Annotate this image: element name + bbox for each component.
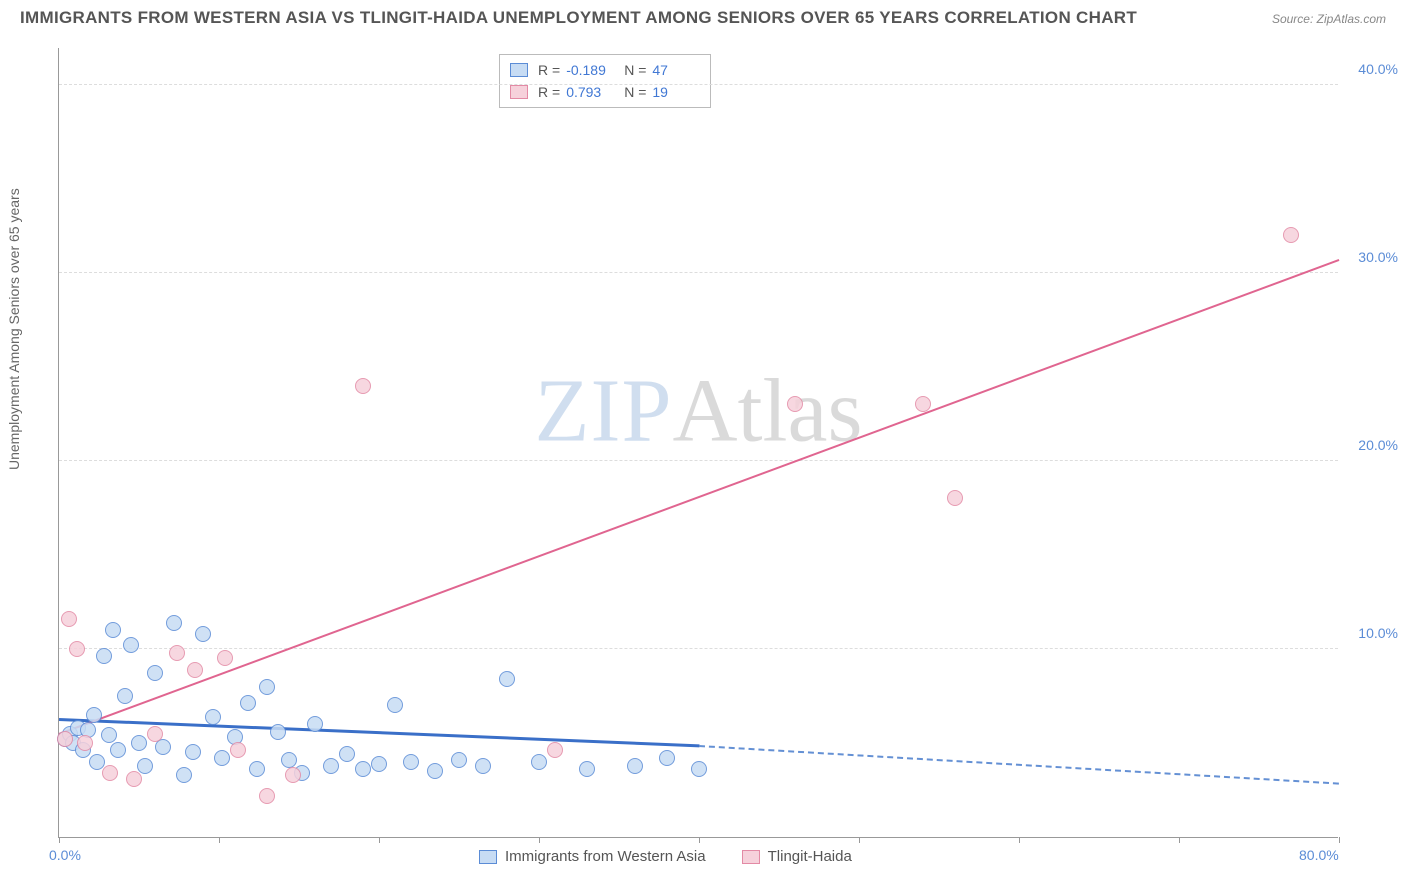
scatter-point-western_asia (270, 724, 286, 740)
scatter-point-western_asia (166, 615, 182, 631)
scatter-point-western_asia (185, 744, 201, 760)
scatter-point-western_asia (355, 761, 371, 777)
watermark-zip: ZIP (535, 361, 673, 460)
scatter-point-tlingit (77, 735, 93, 751)
scatter-point-western_asia (214, 750, 230, 766)
y-tick-label: 10.0% (1358, 625, 1398, 641)
grid-line (59, 84, 1338, 85)
legend-swatch (479, 850, 497, 864)
legend-item: Immigrants from Western Asia (479, 848, 706, 865)
scatter-point-western_asia (240, 695, 256, 711)
scatter-point-western_asia (86, 707, 102, 723)
legend-swatch (510, 85, 528, 99)
scatter-point-tlingit (915, 396, 931, 412)
scatter-point-tlingit (102, 765, 118, 781)
scatter-point-western_asia (427, 763, 443, 779)
trend-line (59, 260, 1340, 736)
stat-r-label: R = (538, 59, 560, 81)
scatter-point-tlingit (285, 767, 301, 783)
scatter-point-tlingit (947, 490, 963, 506)
stat-r-value: -0.189 (566, 59, 614, 81)
y-tick-label: 20.0% (1358, 437, 1398, 453)
scatter-point-tlingit (169, 645, 185, 661)
stat-n-label: N = (624, 59, 646, 81)
scatter-point-western_asia (110, 742, 126, 758)
scatter-point-western_asia (281, 752, 297, 768)
scatter-point-western_asia (627, 758, 643, 774)
y-tick-label: 40.0% (1358, 61, 1398, 77)
scatter-point-western_asia (249, 761, 265, 777)
y-axis-label: Unemployment Among Seniors over 65 years (6, 188, 22, 470)
y-tick-label: 30.0% (1358, 249, 1398, 265)
scatter-point-western_asia (195, 626, 211, 642)
x-tick (1179, 837, 1180, 843)
scatter-point-tlingit (57, 731, 73, 747)
chart-title: IMMIGRANTS FROM WESTERN ASIA VS TLINGIT-… (20, 8, 1137, 28)
legend-label: Tlingit-Haida (768, 848, 852, 865)
scatter-point-tlingit (787, 396, 803, 412)
source-label: Source: ZipAtlas.com (1272, 12, 1386, 26)
scatter-point-western_asia (117, 688, 133, 704)
scatter-point-western_asia (371, 756, 387, 772)
scatter-point-western_asia (176, 767, 192, 783)
x-tick (379, 837, 380, 843)
scatter-point-tlingit (547, 742, 563, 758)
scatter-point-tlingit (230, 742, 246, 758)
scatter-point-western_asia (531, 754, 547, 770)
scatter-point-western_asia (205, 709, 221, 725)
x-tick (539, 837, 540, 843)
scatter-point-western_asia (387, 697, 403, 713)
scatter-point-western_asia (323, 758, 339, 774)
x-tick (59, 837, 60, 843)
legend-top: R = -0.189N = 47R = 0.793N = 19 (499, 54, 711, 108)
x-tick-label: 0.0% (49, 847, 81, 863)
scatter-point-tlingit (259, 788, 275, 804)
scatter-point-western_asia (307, 716, 323, 732)
scatter-point-tlingit (187, 662, 203, 678)
legend-label: Immigrants from Western Asia (505, 848, 706, 865)
scatter-point-western_asia (475, 758, 491, 774)
legend-bottom: Immigrants from Western Asia Tlingit-Haid… (479, 848, 852, 865)
scatter-point-tlingit (1283, 227, 1299, 243)
x-tick (859, 837, 860, 843)
scatter-point-western_asia (105, 622, 121, 638)
grid-line (59, 648, 1338, 649)
scatter-point-western_asia (403, 754, 419, 770)
watermark: ZIPAtlas (535, 359, 863, 462)
scatter-point-tlingit (69, 641, 85, 657)
x-tick (219, 837, 220, 843)
scatter-point-western_asia (131, 735, 147, 751)
scatter-point-tlingit (61, 611, 77, 627)
trend-line-dashed (699, 745, 1339, 785)
scatter-point-western_asia (499, 671, 515, 687)
scatter-point-tlingit (217, 650, 233, 666)
x-tick (1339, 837, 1340, 843)
scatter-point-tlingit (126, 771, 142, 787)
scatter-point-tlingit (147, 726, 163, 742)
scatter-point-western_asia (259, 679, 275, 695)
x-tick (699, 837, 700, 843)
scatter-point-western_asia (101, 727, 117, 743)
x-tick (1019, 837, 1020, 843)
stat-n-value: 47 (652, 59, 700, 81)
x-tick-label: 80.0% (1299, 847, 1339, 863)
legend-swatch (742, 850, 760, 864)
scatter-point-western_asia (137, 758, 153, 774)
scatter-point-western_asia (339, 746, 355, 762)
scatter-point-western_asia (659, 750, 675, 766)
scatter-point-western_asia (579, 761, 595, 777)
legend-stat-row: R = -0.189 N = 47 (510, 59, 700, 81)
scatter-point-western_asia (96, 648, 112, 664)
grid-line (59, 460, 1338, 461)
scatter-point-western_asia (451, 752, 467, 768)
legend-swatch (510, 63, 528, 77)
scatter-point-western_asia (691, 761, 707, 777)
grid-line (59, 272, 1338, 273)
scatter-point-western_asia (123, 637, 139, 653)
legend-item: Tlingit-Haida (742, 848, 852, 865)
scatter-point-tlingit (355, 378, 371, 394)
plot-area: ZIPAtlas R = -0.189N = 47R = 0.793N = 19… (58, 48, 1338, 838)
scatter-point-western_asia (147, 665, 163, 681)
